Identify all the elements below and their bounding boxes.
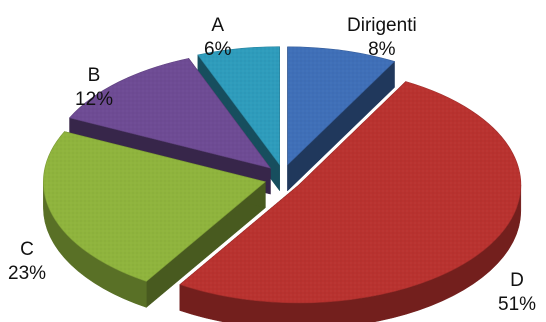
label-dirigenti: Dirigenti 8% [347,14,417,62]
label-d-name: D [510,270,524,291]
slice-a-texture [197,46,280,165]
slice-b-texture [69,58,271,169]
label-b-name: B [87,65,101,86]
label-dirigenti-name: Dirigenti [347,15,417,36]
label-dirigenti-value: 8% [368,39,396,60]
slice-tops [43,46,522,304]
label-c: C 23% [8,238,46,286]
slice-dirigenti-texture [287,46,395,165]
label-d-value: 51% [498,294,537,315]
label-b: B 12% [75,64,113,112]
label-b-value: 12% [75,89,114,110]
label-a-name: A [211,15,225,36]
label-d: D 51% [498,269,536,317]
slice-d-texture [179,81,521,303]
label-c-name: C [20,239,34,260]
slice-c-texture [43,131,266,282]
label-a-value: 6% [204,39,232,60]
label-a: A 6% [204,14,231,62]
label-c-value: 23% [8,263,47,284]
